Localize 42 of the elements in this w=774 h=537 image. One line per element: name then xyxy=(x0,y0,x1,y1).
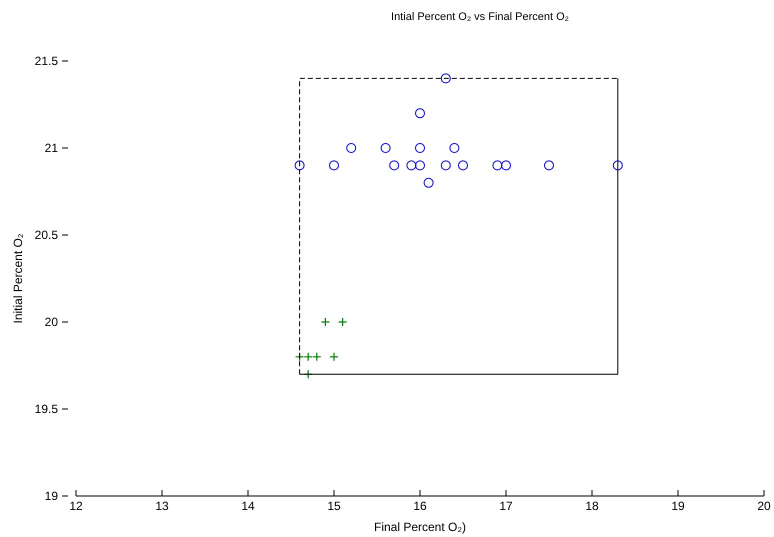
y-axis-title: Initial Percent O₂ xyxy=(11,233,25,324)
x-tick-label: 17 xyxy=(499,499,513,513)
point xyxy=(440,160,451,170)
point xyxy=(389,160,400,170)
x-tick-label: 16 xyxy=(413,499,427,513)
chart-title: Intial Percent O₂ vs Final Percent O₂ xyxy=(391,11,569,23)
x-tick-label: 14 xyxy=(241,499,255,513)
point xyxy=(329,160,339,170)
point xyxy=(338,317,348,327)
point xyxy=(440,73,451,84)
point xyxy=(329,352,339,362)
y-tick-label: 21.5 xyxy=(34,54,58,68)
point xyxy=(304,352,313,362)
y-tick-label: 20 xyxy=(44,315,58,329)
y-tick-label: 20.5 xyxy=(34,228,58,242)
y-tick-label: 19.5 xyxy=(34,402,58,416)
point xyxy=(449,143,460,153)
x-tick-label: 13 xyxy=(155,499,169,513)
x-tick-label: 18 xyxy=(585,499,599,513)
point xyxy=(346,143,356,153)
point xyxy=(415,143,425,153)
point xyxy=(492,160,502,170)
point xyxy=(415,160,425,170)
point xyxy=(304,370,313,379)
point xyxy=(458,160,468,170)
y-tick-label: 21 xyxy=(44,141,58,155)
x-tick-label: 12 xyxy=(69,499,83,513)
point xyxy=(406,160,416,170)
point xyxy=(501,160,511,170)
point xyxy=(544,160,554,170)
point xyxy=(312,352,322,362)
x-tick-label: 20 xyxy=(757,499,771,513)
y-tick-label: 19 xyxy=(44,489,58,503)
point xyxy=(320,317,330,327)
point xyxy=(612,160,623,170)
point xyxy=(380,143,391,153)
x-tick-label: 15 xyxy=(327,499,341,513)
x-tick-label: 19 xyxy=(671,499,685,513)
point xyxy=(424,178,434,188)
point xyxy=(294,160,305,170)
x-axis-title: Final Percent O₂) xyxy=(374,520,466,534)
point xyxy=(415,108,425,118)
